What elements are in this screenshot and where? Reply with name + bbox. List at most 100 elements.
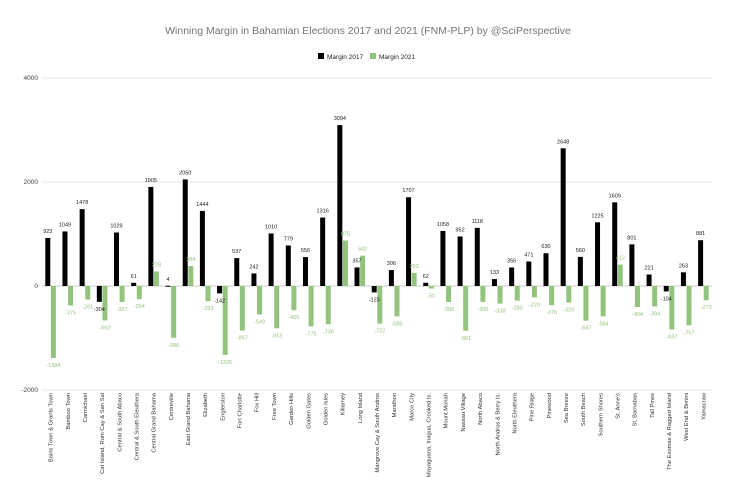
data-label-2021: -585 <box>391 321 402 327</box>
data-label-2017: 357 <box>352 258 361 264</box>
x-tick-label: Fox Hill <box>255 393 261 412</box>
x-tick-label: Carmichael <box>83 393 89 422</box>
data-label-2017: 356 <box>507 258 516 264</box>
data-label-2021: -261 <box>82 305 93 311</box>
x-tick-label: St. Anne's <box>616 393 622 419</box>
bar-2017 <box>560 148 566 286</box>
x-tick-label: St. Barnabas <box>633 393 639 427</box>
legend-swatch-2021 <box>370 53 376 59</box>
bar-2021 <box>188 266 194 286</box>
x-tick-label: Marathon <box>392 393 398 418</box>
bar-2021 <box>514 286 520 301</box>
data-label-2017: 630 <box>541 244 550 250</box>
bar-2017 <box>285 245 291 286</box>
data-label-2021: 278 <box>152 263 161 269</box>
bar-2017 <box>698 240 704 286</box>
bar-2017 <box>79 209 85 286</box>
bar-2021 <box>411 272 417 286</box>
bar-2021 <box>446 286 452 303</box>
data-label-2017: -142 <box>214 298 225 304</box>
data-label-2017: 306 <box>387 261 396 267</box>
x-tick-label: Nassau Village <box>461 393 467 432</box>
data-label-2021: -861 <box>460 336 471 342</box>
data-label-2017: 1029 <box>110 223 122 229</box>
x-tick-label: Cat Island, Rum Cay & San Sal <box>100 393 106 474</box>
y-tick-label: -2000 <box>21 387 38 394</box>
bar-2017 <box>302 257 308 286</box>
data-label-2021: -254 <box>134 304 145 310</box>
data-label-2017: 1478 <box>76 200 88 206</box>
bar-2017 <box>182 179 188 286</box>
data-label-2021: -293 <box>202 306 213 312</box>
data-label-2017: 779 <box>284 236 293 242</box>
data-label-2017: 221 <box>644 266 653 272</box>
data-label-2017: 1058 <box>437 222 449 228</box>
legend: Margin 2017 Margin 2021 <box>318 53 416 61</box>
data-label-2017: 1010 <box>265 224 277 230</box>
x-tick-label: Pinewood <box>547 393 553 418</box>
bar-2021 <box>703 286 709 301</box>
data-label-2021: 875 <box>341 232 350 238</box>
data-label-2017: 801 <box>627 235 636 241</box>
bar-2017 <box>96 286 102 302</box>
bar-2017 <box>406 197 412 286</box>
bar-2021 <box>239 286 245 331</box>
data-label-2021: -584 <box>598 321 609 327</box>
legend-label-2017: Margin 2017 <box>327 54 364 61</box>
x-tick-label: Pine Ridge <box>530 393 536 421</box>
data-label-2017: -104 <box>661 296 672 302</box>
bar-2021 <box>652 286 658 307</box>
data-label-2021: 253 <box>410 264 419 270</box>
data-label-2017: 2648 <box>557 139 569 145</box>
bar-2017 <box>371 286 377 293</box>
x-tick-label: North Andros & Berry Is. <box>495 393 501 456</box>
data-label-2021: 384 <box>186 257 195 263</box>
bar-2021 <box>274 286 280 329</box>
data-label-2017: 1118 <box>472 219 483 225</box>
bar-2017 <box>131 282 137 286</box>
x-tick-label: The Exumas & Ragged Island <box>667 393 673 470</box>
x-tick-label: Garden Hills <box>289 393 295 425</box>
bar-2017 <box>595 222 601 286</box>
bar-2017 <box>680 272 686 286</box>
x-tick-label: Centreville <box>169 393 175 420</box>
x-tick-label: Englerston <box>220 393 226 421</box>
bar-2017 <box>268 233 274 286</box>
x-tick-label: Southern Shores <box>598 393 604 437</box>
data-label-2021: -308 <box>443 307 454 313</box>
x-tick-label: Mount Moriah <box>444 393 450 428</box>
bar-2021 <box>617 264 623 286</box>
data-label-2017: 952 <box>456 227 465 233</box>
x-tick-label: Free Town <box>272 393 278 420</box>
data-label-2017: 3094 <box>334 116 346 122</box>
bar-2017 <box>234 258 240 286</box>
data-label-2021: -394 <box>649 311 660 317</box>
data-label-2017: 1609 <box>609 193 621 199</box>
bar-2021 <box>497 286 503 304</box>
data-label-2017: 133 <box>490 270 499 276</box>
bar-2017 <box>62 231 68 286</box>
x-tick-label: South Beach <box>581 393 587 426</box>
y-tick-label: 2000 <box>24 179 39 186</box>
bar-2017 <box>337 125 343 286</box>
x-tick-label: Bains Town & Grants Town <box>49 393 55 462</box>
bar-2021 <box>291 286 297 311</box>
y-tick-label: 4000 <box>24 75 39 82</box>
bar-2017 <box>251 273 257 286</box>
bar-2021 <box>669 286 675 330</box>
x-tick-label: Fort Charlotte <box>238 393 244 428</box>
bar-2021 <box>85 286 91 300</box>
data-label-2021: -466 <box>288 315 299 321</box>
bar-2021 <box>325 286 331 325</box>
data-label-2021: -370 <box>546 310 557 316</box>
data-label-2021: -306 <box>477 307 488 313</box>
x-tick-label: Yamacraw <box>701 392 707 420</box>
x-tick-label: Killarney <box>341 393 347 415</box>
chart-title: Winning Margin in Bahamian Elections 201… <box>165 25 571 37</box>
bar-2017 <box>474 227 480 286</box>
y-tick-label: 0 <box>34 283 38 290</box>
data-label-2017: 560 <box>576 248 585 254</box>
data-label-2021: -404 <box>632 312 643 318</box>
data-label-2021: -338 <box>495 309 506 315</box>
data-label-2021: -736 <box>323 329 334 335</box>
